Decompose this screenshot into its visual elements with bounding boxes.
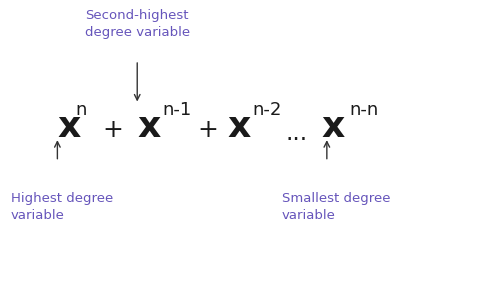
Text: n-2: n-2 xyxy=(252,101,281,119)
Text: Second-highest
degree variable: Second-highest degree variable xyxy=(85,9,190,39)
Text: ...: ... xyxy=(285,121,307,145)
Text: +: + xyxy=(102,118,123,142)
Text: n-1: n-1 xyxy=(162,101,192,119)
Text: x: x xyxy=(57,110,81,144)
Text: x: x xyxy=(227,110,250,144)
Text: Smallest degree
variable: Smallest degree variable xyxy=(282,192,390,222)
Text: Highest degree
variable: Highest degree variable xyxy=(11,192,113,222)
Text: n-n: n-n xyxy=(349,101,379,119)
Text: +: + xyxy=(197,118,218,142)
Text: x: x xyxy=(322,110,345,144)
Text: n: n xyxy=(76,101,87,119)
Text: x: x xyxy=(137,110,161,144)
